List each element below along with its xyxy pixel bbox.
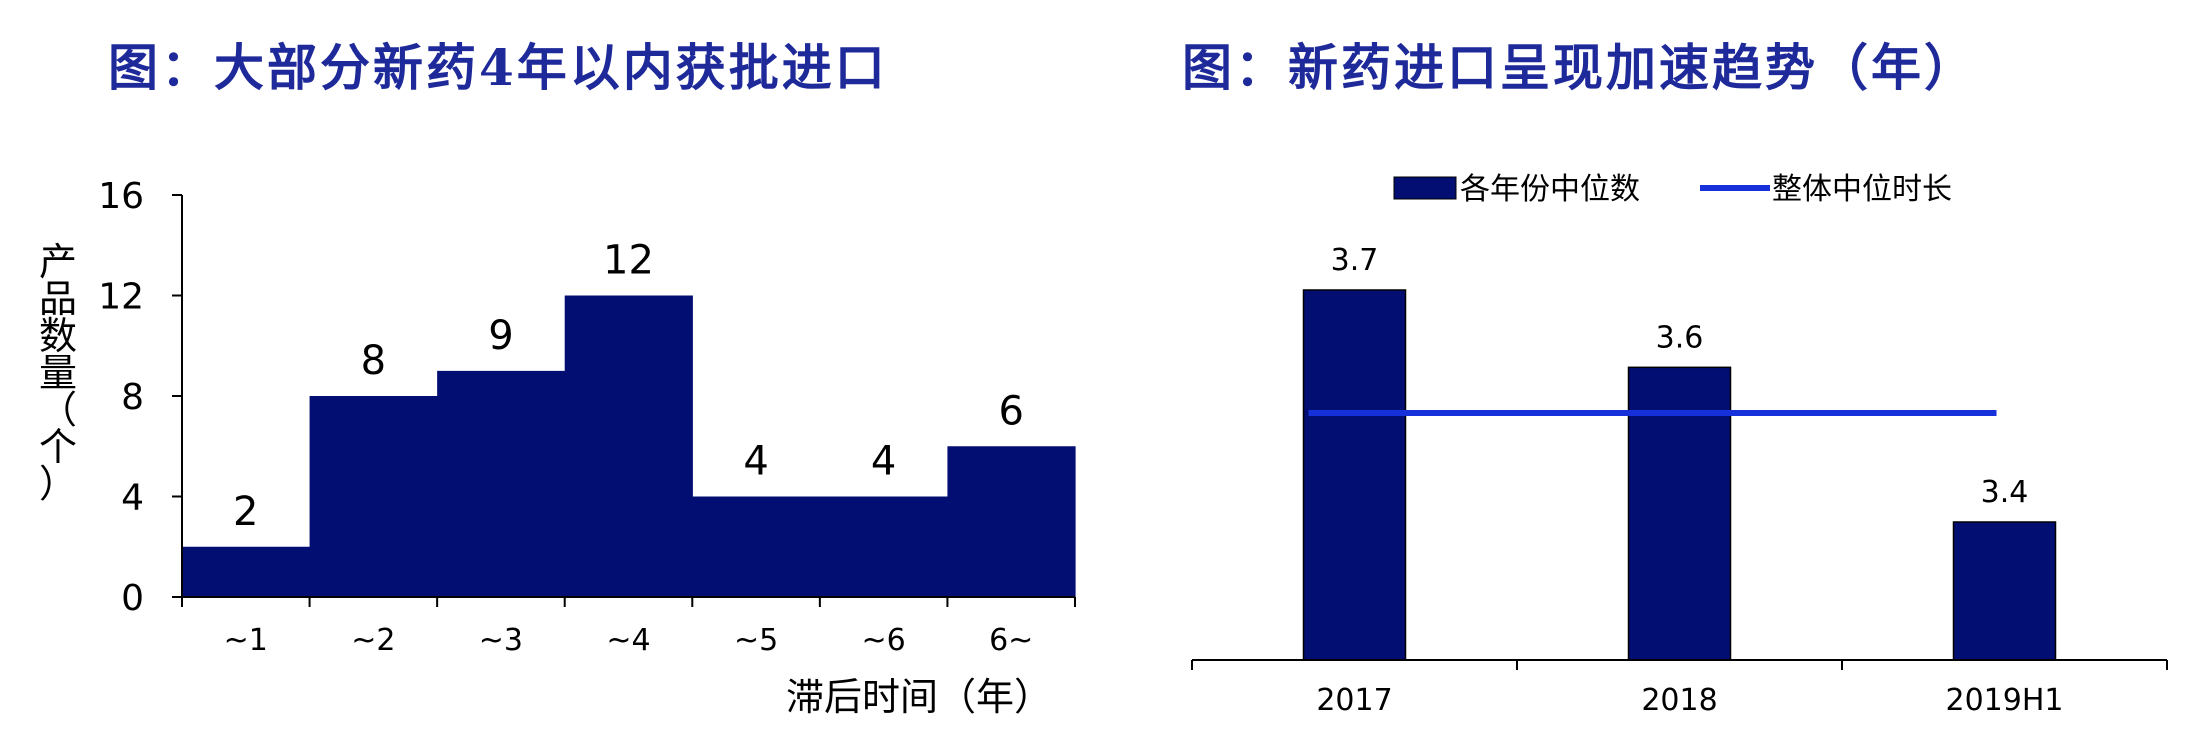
data-label: 3.4 [1981, 475, 2029, 510]
y-axis-title-char: 个 [39, 425, 77, 469]
histogram-bar-~6 [819, 496, 949, 597]
x-tick-label: ~5 [734, 623, 778, 658]
y-tick-label: 12 [98, 277, 144, 318]
y-axis-title-char: 品 [39, 277, 77, 321]
y-axis-title-char: 数 [39, 314, 77, 358]
histogram-bar-~1 [182, 546, 311, 597]
x-tick-label: ~4 [606, 623, 650, 658]
data-label: 3.7 [1331, 243, 1379, 278]
x-tick-label: 2018 [1641, 683, 1717, 718]
histogram-bar-~5 [692, 496, 821, 597]
x-tick-label: ~3 [479, 623, 523, 658]
median-bar-2017 [1302, 289, 1407, 661]
data-label: 6 [998, 388, 1023, 434]
left-chart-title: 图：大部分新药4年以内获批进口 [108, 38, 888, 97]
data-label: 8 [361, 338, 386, 384]
x-axis-title: 滞后时间（年） [786, 675, 1052, 719]
histogram-bar-~3 [437, 370, 566, 597]
y-tick-label: 4 [121, 478, 144, 519]
y-tick-label: 8 [121, 377, 144, 418]
x-tick-label: 2019H1 [1946, 683, 2064, 718]
y-axis-title-char: ） [39, 462, 77, 506]
histogram-bar-~2 [309, 396, 438, 597]
median-bar-2019H1 [1952, 521, 2057, 661]
data-label: 3.6 [1656, 320, 1704, 355]
data-label: 2 [233, 489, 258, 535]
right-chart-title: 图：新药进口呈现加速趋势（年） [1182, 38, 1977, 97]
y-tick-label: 16 [98, 176, 144, 217]
data-label: 4 [871, 439, 896, 485]
y-axis-title-char: 量 [39, 351, 77, 395]
x-tick-label: ~2 [351, 623, 395, 658]
data-label: 12 [603, 238, 654, 284]
legend-label-bars: 各年份中位数 [1460, 172, 1640, 207]
data-label: 9 [488, 313, 513, 359]
y-axis-title-char: 产 [39, 240, 77, 284]
x-tick-label: 6~ [989, 623, 1033, 658]
x-tick-label: 2017 [1316, 683, 1392, 718]
histogram-bar-6~ [947, 446, 1076, 597]
x-tick-label: ~6 [862, 623, 906, 658]
histogram-bar-~4 [564, 295, 693, 597]
y-axis-title-char: （ [39, 388, 77, 432]
data-label: 4 [743, 439, 768, 485]
legend-swatch-bars [1393, 176, 1457, 200]
legend-label-line: 整体中位时长 [1772, 172, 1952, 207]
x-tick-label: ~1 [224, 623, 268, 658]
y-tick-label: 0 [121, 578, 144, 619]
